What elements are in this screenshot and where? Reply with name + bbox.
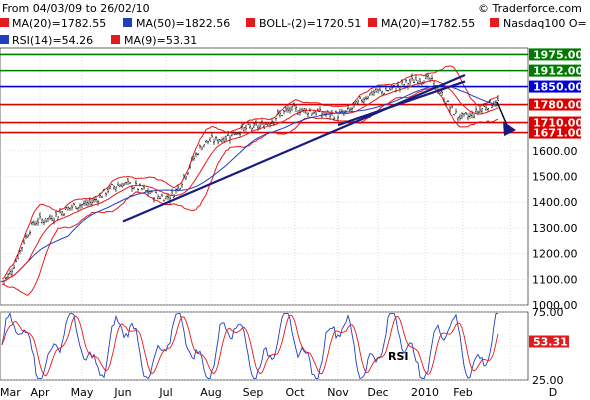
level-label-box [529, 48, 581, 61]
legend-swatch [123, 18, 132, 27]
y-tick-label: 1100.00 [532, 273, 578, 286]
level-label: 1671.00 [533, 127, 583, 140]
legend-label: MA(20)=1782.55 [12, 17, 106, 30]
x-tick-label: Jul [158, 386, 172, 399]
bollinger-lower-band [1, 87, 499, 296]
rsi-panel: 25.00 75.00 RSI 53.31 [0, 306, 569, 387]
x-tick-label: Feb [453, 386, 472, 399]
x-tick-label: 2010 [411, 386, 439, 399]
x-tick-label: Jun [113, 386, 131, 399]
legend-label: Nasdaq100 O= [503, 17, 587, 30]
x-tick-label: Nov [327, 386, 349, 399]
ma50-line [1, 84, 499, 283]
legend-item: BOLL-(2)=1720.51 [246, 17, 361, 30]
trendline [122, 73, 466, 223]
x-tick-label: Oct [285, 386, 305, 399]
legend: MA(20)=1782.55 MA(50)=1822.56 BOLL-(2)=1… [0, 17, 587, 47]
rsi-tick-label: 75.00 [532, 306, 564, 319]
legend-item: MA(50)=1822.56 [123, 17, 230, 30]
level-label: 1850.00 [533, 81, 583, 94]
y-tick-label: 1400.00 [532, 196, 578, 209]
level-label-box [529, 98, 581, 111]
price-panel: 1000.00 1100.00 1200.00 1300.00 1400.00 1500.… [0, 47, 583, 312]
rsi-line [1, 312, 498, 380]
legend-swatch [490, 18, 499, 27]
legend-label: MA(20)=1782.55 [381, 17, 475, 30]
legend-label: MA(9)=53.31 [124, 34, 197, 47]
x-tick-label: Apr [30, 386, 50, 399]
level-label-box [529, 80, 581, 93]
legend-swatch [368, 18, 377, 27]
y-tick-label: 1600.00 [532, 145, 578, 158]
rsi-tick-label: 25.00 [532, 374, 564, 387]
level-label: 1710.00 [533, 117, 583, 130]
level-label: 1912.00 [533, 65, 583, 78]
legend-swatch [111, 35, 120, 44]
legend-item: Nasdaq100 O= [490, 17, 587, 30]
legend-item: MA(20)=1782.55 [0, 17, 106, 30]
rsi-label: RSI [388, 350, 409, 363]
legend-item: RSI(14)=54.26 [0, 34, 93, 47]
level-label-box [529, 116, 581, 129]
ma20-line [1, 79, 499, 283]
y-tick-label: 1000.00 [532, 299, 578, 312]
rsi-ma-line [1, 314, 499, 377]
level-label: 1780.00 [533, 99, 583, 112]
x-tick-label: Sep [243, 386, 264, 399]
level-label-box [529, 126, 581, 139]
x-tick-label: Mar [0, 386, 21, 399]
forecast-arrow-head [503, 121, 516, 137]
y-tick-label: 1200.00 [532, 248, 578, 261]
x-tick-label: Dec [367, 386, 388, 399]
bollinger-upper-band [1, 65, 499, 280]
legend-item: MA(20)=1782.55 [368, 17, 475, 30]
rsi-current-value: 53.31 [533, 335, 568, 348]
copyright: © Traderforce.com [478, 2, 582, 15]
x-tick-label: D [549, 386, 557, 399]
date-range: From 04/03/09 to 26/02/10 [2, 2, 150, 15]
legend-swatch [246, 18, 255, 27]
x-tick-label: Aug [200, 386, 221, 399]
y-tick-label: 1500.00 [532, 171, 578, 184]
level-label-box [529, 64, 581, 77]
x-tick-label: May [71, 386, 94, 399]
rsi-current-value-box [529, 335, 569, 348]
legend-label: MA(50)=1822.56 [136, 17, 230, 30]
legend-item: MA(9)=53.31 [111, 34, 197, 47]
y-tick-label: 1300.00 [532, 222, 578, 235]
legend-label: RSI(14)=54.26 [12, 34, 93, 47]
legend-swatch [0, 18, 9, 27]
legend-swatch [0, 35, 9, 44]
legend-label: BOLL-(2)=1720.51 [259, 17, 361, 30]
x-axis: Mar Apr May Jun Jul Aug Sep Oct Nov Dec 2010 Feb D [0, 386, 557, 399]
level-label: 1975.00 [533, 48, 583, 61]
trendline [337, 80, 466, 127]
